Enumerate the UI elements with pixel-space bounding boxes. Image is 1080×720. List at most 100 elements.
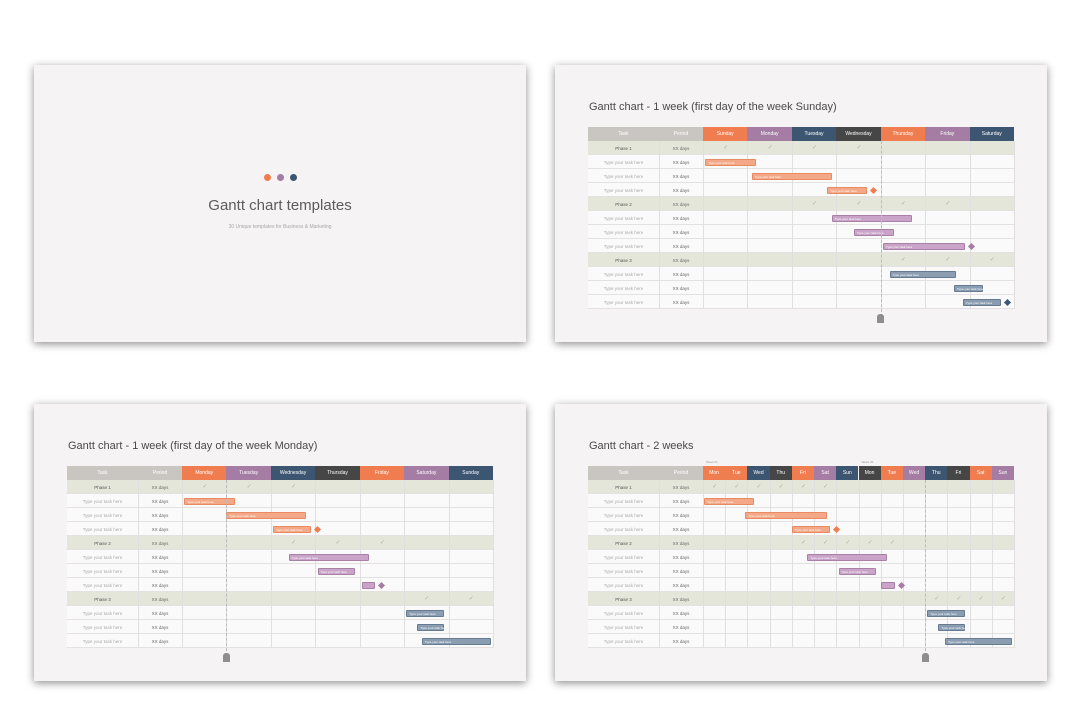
task-bar[interactable]: Type your task here (317, 567, 356, 575)
task-bar[interactable]: Type your task here (745, 511, 828, 519)
grid-line (182, 480, 183, 648)
task-bar[interactable]: Type your task here (791, 525, 830, 533)
header-day: Wednesday (270, 466, 316, 480)
phase-label: Phase 1 (615, 145, 632, 151)
bar-label: Type your task here (291, 555, 318, 560)
grid-line (969, 141, 971, 309)
task-row: Type your task here XX days (588, 183, 1014, 197)
period-value: XX days (151, 568, 169, 574)
task-row: Type your task here XX days (67, 550, 493, 564)
grid-line (747, 480, 749, 648)
period-value: XX days (672, 638, 690, 644)
header-day: Sunday (448, 466, 493, 480)
header-day: Monday (747, 127, 792, 141)
task-bar[interactable]: Type your task here (184, 497, 236, 505)
header-day: Thu (925, 466, 948, 480)
check-icon: ✓ (989, 257, 995, 263)
check-icon: ✓ (424, 596, 430, 602)
task-label: Type your task here (603, 624, 644, 630)
period-value: XX days (672, 624, 690, 630)
grid-line (659, 141, 660, 309)
header-day: Fri (791, 466, 815, 480)
slide-gantt-week-sunday[interactable]: Gantt chart - 1 week (first day of the w… (555, 65, 1047, 342)
check-icon: ✓ (945, 257, 951, 263)
task-label: Type your task here (603, 582, 644, 588)
bar-label: Type your task here (420, 625, 447, 630)
task-bar[interactable]: Type your task here (882, 242, 966, 250)
bar-label: Type your task here (885, 244, 913, 249)
period-value: XX days (672, 582, 690, 588)
grid-line (725, 480, 727, 648)
task-bar[interactable]: Type your task here (807, 553, 888, 561)
phase-row: Phase 3 XX days (588, 592, 1014, 606)
grid-line (448, 480, 450, 648)
period-value: XX days (672, 512, 690, 518)
grid-line (703, 480, 704, 648)
task-label: Type your task here (82, 610, 123, 616)
task-bar[interactable]: Type your task here (226, 511, 307, 519)
phase-row: Phase 2 XX days (588, 536, 1014, 550)
period-value: XX days (672, 145, 690, 151)
navy-dot (289, 174, 297, 181)
bar-label: Type your task here (965, 300, 993, 305)
task-bar[interactable]: Type your task here (831, 214, 912, 222)
phase-row: Phase 3 XX days (67, 592, 493, 606)
task-label: Type your task here (603, 554, 644, 560)
task-label: Type your task here (603, 243, 644, 249)
header-day: Sun (991, 466, 1014, 480)
task-bar[interactable]: Type your task here (751, 172, 832, 180)
task-label: Type your task here (603, 159, 644, 165)
grid-line (1014, 480, 1015, 648)
grid-line (359, 480, 361, 648)
check-icon: ✓ (202, 484, 208, 490)
task-bar[interactable]: Type your task here (417, 623, 447, 631)
check-icon: ✓ (468, 596, 474, 602)
bar-label: Type your task here (957, 286, 984, 291)
check-icon: ✓ (856, 201, 862, 207)
task-bar[interactable]: Type your task here (838, 567, 877, 575)
task-label: Type your task here (603, 173, 644, 179)
task-bar[interactable]: Type your task here (854, 228, 895, 236)
slide-cover[interactable]: Gantt chart templates 30 Unique template… (34, 65, 526, 342)
bar-label: Type your task here (187, 499, 214, 504)
period-value: XX days (672, 243, 690, 249)
task-bar[interactable] (361, 581, 376, 589)
task-row: Type your task here XX days (67, 578, 493, 592)
header-day: Wed (747, 466, 770, 480)
task-bar[interactable]: Type your task here (954, 284, 984, 292)
header-period: Period (659, 127, 703, 141)
task-bar[interactable]: Type your task here (421, 637, 491, 645)
task-row: Type your task here XX days (67, 634, 493, 648)
bar-label: Type your task here (857, 230, 884, 235)
task-bar[interactable]: Type your task here (288, 553, 369, 561)
task-bar[interactable]: Type your task here (704, 497, 755, 505)
task-label: Type your task here (603, 568, 644, 574)
slide-gantt-week-monday[interactable]: Gantt chart - 1 week (first day of the w… (34, 404, 526, 681)
task-bar[interactable]: Type your task here (945, 637, 1012, 645)
bar-label: Type your task here (948, 639, 975, 644)
task-label: Type your task here (603, 526, 644, 532)
phase-row: Phase 2 XX days (588, 197, 1014, 211)
bar-label: Type your task here (276, 527, 303, 532)
task-bar[interactable]: Type your task here (962, 298, 1001, 306)
task-bar[interactable]: Type your task here (938, 623, 968, 631)
phase-label: Phase 3 (94, 596, 111, 602)
header-day: Tuesday (791, 127, 837, 141)
bar-label: Type your task here (941, 625, 968, 630)
slide-gantt-2-weeks[interactable]: Gantt chart - 2 weeks Task Period Mon Tue We… (555, 404, 1047, 681)
week-label: Week 01 (706, 460, 718, 464)
grid-line (404, 480, 406, 648)
task-label: Type your task here (603, 498, 644, 504)
task-bar[interactable] (880, 581, 896, 589)
task-bar[interactable]: Type your task here (273, 525, 311, 533)
task-row: Type your task here XX days (588, 634, 1014, 648)
task-bar[interactable]: Type your task here (827, 186, 868, 194)
task-bar[interactable]: Type your task here (889, 270, 957, 278)
bar-label: Type your task here (748, 513, 775, 518)
task-bar[interactable]: Type your task here (927, 609, 966, 617)
check-icon: ✓ (1000, 596, 1006, 602)
task-label: Type your task here (603, 271, 644, 277)
task-bar[interactable]: Type your task here (406, 609, 445, 617)
period-value: XX days (672, 596, 690, 602)
task-bar[interactable]: Type your task here (705, 158, 757, 166)
